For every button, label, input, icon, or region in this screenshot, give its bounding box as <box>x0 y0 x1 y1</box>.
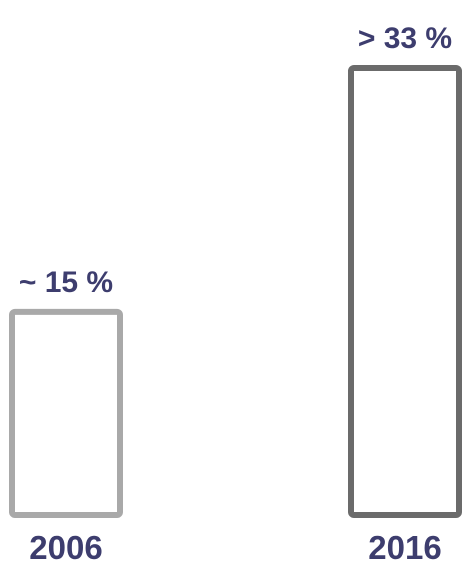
x-tick-label-2006: 2006 <box>29 529 102 566</box>
x-tick-label-2016: 2016 <box>368 529 441 566</box>
bar-2016 <box>348 65 462 518</box>
bar-2006 <box>9 308 123 518</box>
data-label-2006: ~ 15 % <box>19 266 113 299</box>
data-label-2016: > 33 % <box>358 22 452 55</box>
